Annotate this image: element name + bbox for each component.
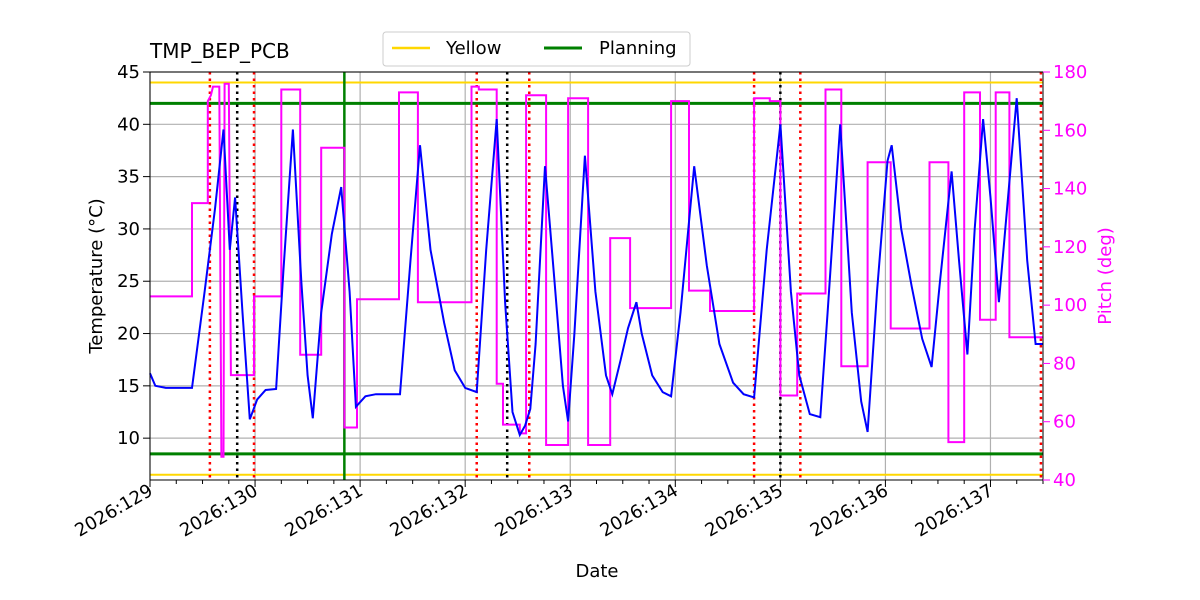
y-tick-label: 10	[117, 428, 140, 449]
y2-tick-label: 160	[1053, 120, 1087, 141]
legend: Yellow Planning	[382, 31, 691, 67]
y-tick-label: 30	[117, 219, 140, 240]
chart-title: TMP_BEP_PCB	[149, 39, 290, 63]
y-tick-label: 40	[117, 114, 140, 135]
y2-tick-label: 120	[1053, 237, 1087, 258]
y-tick-label: 25	[117, 271, 140, 292]
y2-tick-label: 40	[1053, 470, 1076, 491]
event-markers	[208, 72, 1043, 480]
y-tick-label: 15	[117, 376, 140, 397]
y-tick-label: 20	[117, 324, 140, 345]
y-axis-label: Temperature (°C)	[86, 198, 107, 354]
y2-tick-label: 60	[1053, 412, 1076, 433]
y2-axis-ticks: 40 60 80 100 120 140 160 180	[1043, 62, 1087, 491]
y2-tick-label: 80	[1053, 353, 1076, 374]
legend-label-planning: Planning	[599, 38, 677, 59]
y2-axis-label: Pitch (deg)	[1095, 227, 1116, 325]
temperature-series-line	[149, 98, 1043, 438]
legend-box	[382, 31, 691, 67]
y-tick-label: 35	[117, 167, 140, 188]
limit-lines	[150, 81, 1043, 476]
y2-tick-label: 100	[1053, 295, 1087, 316]
y2-tick-label: 180	[1053, 62, 1087, 83]
y2-tick-label: 140	[1053, 179, 1087, 200]
y-axis-ticks: 10 15 20 25 30 35 40 45	[117, 62, 150, 449]
x-axis-label: Date	[575, 561, 618, 582]
y-tick-label: 45	[117, 62, 140, 83]
legend-label-yellow: Yellow	[445, 38, 501, 59]
